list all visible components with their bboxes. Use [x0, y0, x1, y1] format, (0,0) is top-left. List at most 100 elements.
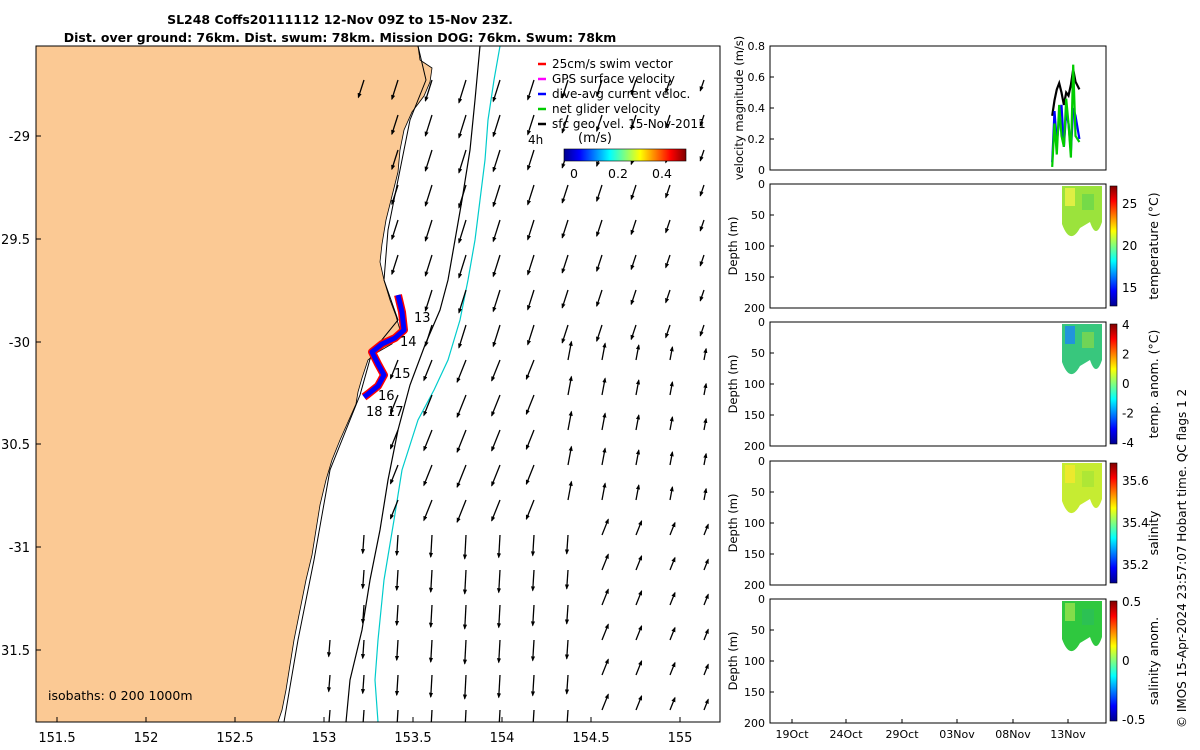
velocity-arrow	[423, 359, 433, 382]
velocity-arrow	[669, 591, 676, 606]
map-x-tick-label: 154	[490, 731, 515, 746]
velocity-arrow	[527, 324, 535, 346]
velocity-arrow	[630, 79, 637, 96]
colorbar-tick-label: -2	[1122, 407, 1134, 421]
velocity-arrow	[424, 184, 433, 207]
depth-tick-label: 0	[758, 455, 765, 468]
velocity-y-tick-label: 0.4	[748, 102, 766, 115]
colorbar-label: temp. anom. (°C)	[1146, 330, 1161, 439]
velocity-arrow	[424, 114, 433, 137]
map-panel: 151.5 152 152.5 153 153.5 154 154.5 155 -29 29.5 -…	[1, 45, 721, 746]
velocity-arrow	[561, 114, 569, 134]
velocity-arrow	[525, 394, 535, 416]
velocity-arrow	[430, 709, 433, 722]
velocity-arrow	[424, 289, 433, 312]
day-label: 13	[414, 311, 431, 326]
velocity-arrow	[596, 79, 603, 98]
velocity-arrow	[635, 520, 643, 536]
velocity-y-tick-label: 0.2	[748, 133, 766, 146]
isobath-200m	[345, 46, 481, 722]
velocity-arrow	[456, 499, 467, 524]
velocity-arrow	[669, 415, 674, 431]
velocity-arrow	[496, 534, 502, 559]
velocity-arrow	[498, 709, 501, 722]
depth-tick-label: 150	[744, 686, 765, 699]
velocity-arrow	[703, 417, 708, 431]
velocity-arrow	[391, 184, 399, 206]
velocity-arrow	[456, 359, 467, 384]
velocity-arrow	[525, 359, 535, 381]
depth-tick-label: 100	[744, 517, 765, 530]
velocity-arrow	[699, 149, 705, 162]
velocity-arrow	[561, 254, 569, 274]
velocity-arrow	[669, 696, 676, 711]
velocity-y-axis-label: velocity magnitude (m/s)	[732, 36, 746, 181]
velocity-arrow	[391, 149, 399, 171]
legend-entry: sfc geo. vel. 15-Nov-2011	[552, 117, 706, 131]
depth-tick-label: 50	[751, 209, 765, 222]
time-tick-label: 08Nov	[995, 728, 1031, 741]
depth-axis-label: Depth (m)	[726, 494, 740, 553]
colorbar-tick-label: 0	[1122, 377, 1130, 391]
glider-track	[361, 294, 408, 401]
velocity-arrow	[567, 410, 573, 431]
velocity-arrow	[601, 377, 607, 396]
velocity-arrow	[635, 555, 643, 571]
velocity-arrow	[458, 79, 467, 104]
velocity-arrow	[462, 674, 468, 700]
velocity-arrow	[428, 639, 434, 663]
velocity-arrow	[357, 79, 365, 99]
velocity-arrow	[699, 219, 705, 232]
velocity-arrow	[699, 79, 705, 92]
velocity-arrow	[527, 114, 535, 136]
velocity-arrow	[462, 534, 468, 560]
velocity-arrow	[394, 639, 400, 662]
velocity-arrow	[601, 518, 609, 536]
colorbar-tick-label: 4	[1122, 318, 1130, 332]
velocity-arrow	[630, 184, 637, 201]
velocity-arrow	[699, 184, 705, 197]
depth-section-panel: 0 50 100 150 200 Depth (m) -4 -2 0 2 4 temp. anom. …	[726, 316, 1161, 453]
velocity-arrow	[491, 464, 501, 487]
velocity-arrow	[635, 590, 643, 606]
velocity-arrow	[394, 674, 400, 697]
map-x-tick-label: 153.5	[394, 731, 431, 746]
velocity-arrow	[665, 79, 671, 94]
velocity-arrow	[424, 219, 433, 242]
dive-avg-current-trace	[362, 294, 407, 399]
section-colorbar	[1109, 323, 1118, 445]
velocity-arrow	[566, 709, 569, 722]
depth-tick-label: 200	[744, 440, 765, 453]
legend-entry: dive-avg current veloc.	[552, 87, 690, 101]
velocity-arrow	[665, 184, 671, 199]
colorbar-label: salinity	[1146, 510, 1161, 555]
velocity-series-line	[1051, 64, 1081, 167]
day-label: 17	[387, 405, 404, 420]
depth-tick-label: 100	[744, 655, 765, 668]
velocity-arrow	[492, 114, 501, 138]
map-y-tick-label: -31	[9, 541, 30, 556]
velocity-arrow	[492, 289, 501, 313]
velocity-arrow	[703, 487, 708, 501]
velocity-arrow	[703, 347, 708, 361]
isobath-1000m	[374, 46, 501, 722]
velocity-arrow	[527, 149, 535, 171]
velocity-arrow	[496, 639, 502, 664]
legend-entry: 25cm/s swim vector	[552, 57, 673, 71]
map-x-tick-label: 154.5	[572, 731, 609, 746]
credit-text: © IMOS 15-Apr-2024 23:57:07 Hobart time.…	[1175, 389, 1189, 728]
velocity-arrow	[525, 429, 535, 451]
velocity-arrow	[669, 380, 674, 396]
isobath-0m	[283, 46, 427, 722]
day-label: 14	[400, 335, 417, 350]
velocity-arrow	[596, 114, 603, 133]
velocity-arrow	[669, 661, 676, 676]
velocity-arrow	[492, 254, 501, 278]
velocity-arrow	[328, 709, 331, 722]
velocity-arrow	[630, 324, 637, 341]
velocity-arrow	[596, 219, 603, 238]
velocity-arrow	[703, 558, 709, 571]
velocity-arrow	[669, 521, 676, 536]
velocity-arrow	[424, 324, 433, 347]
